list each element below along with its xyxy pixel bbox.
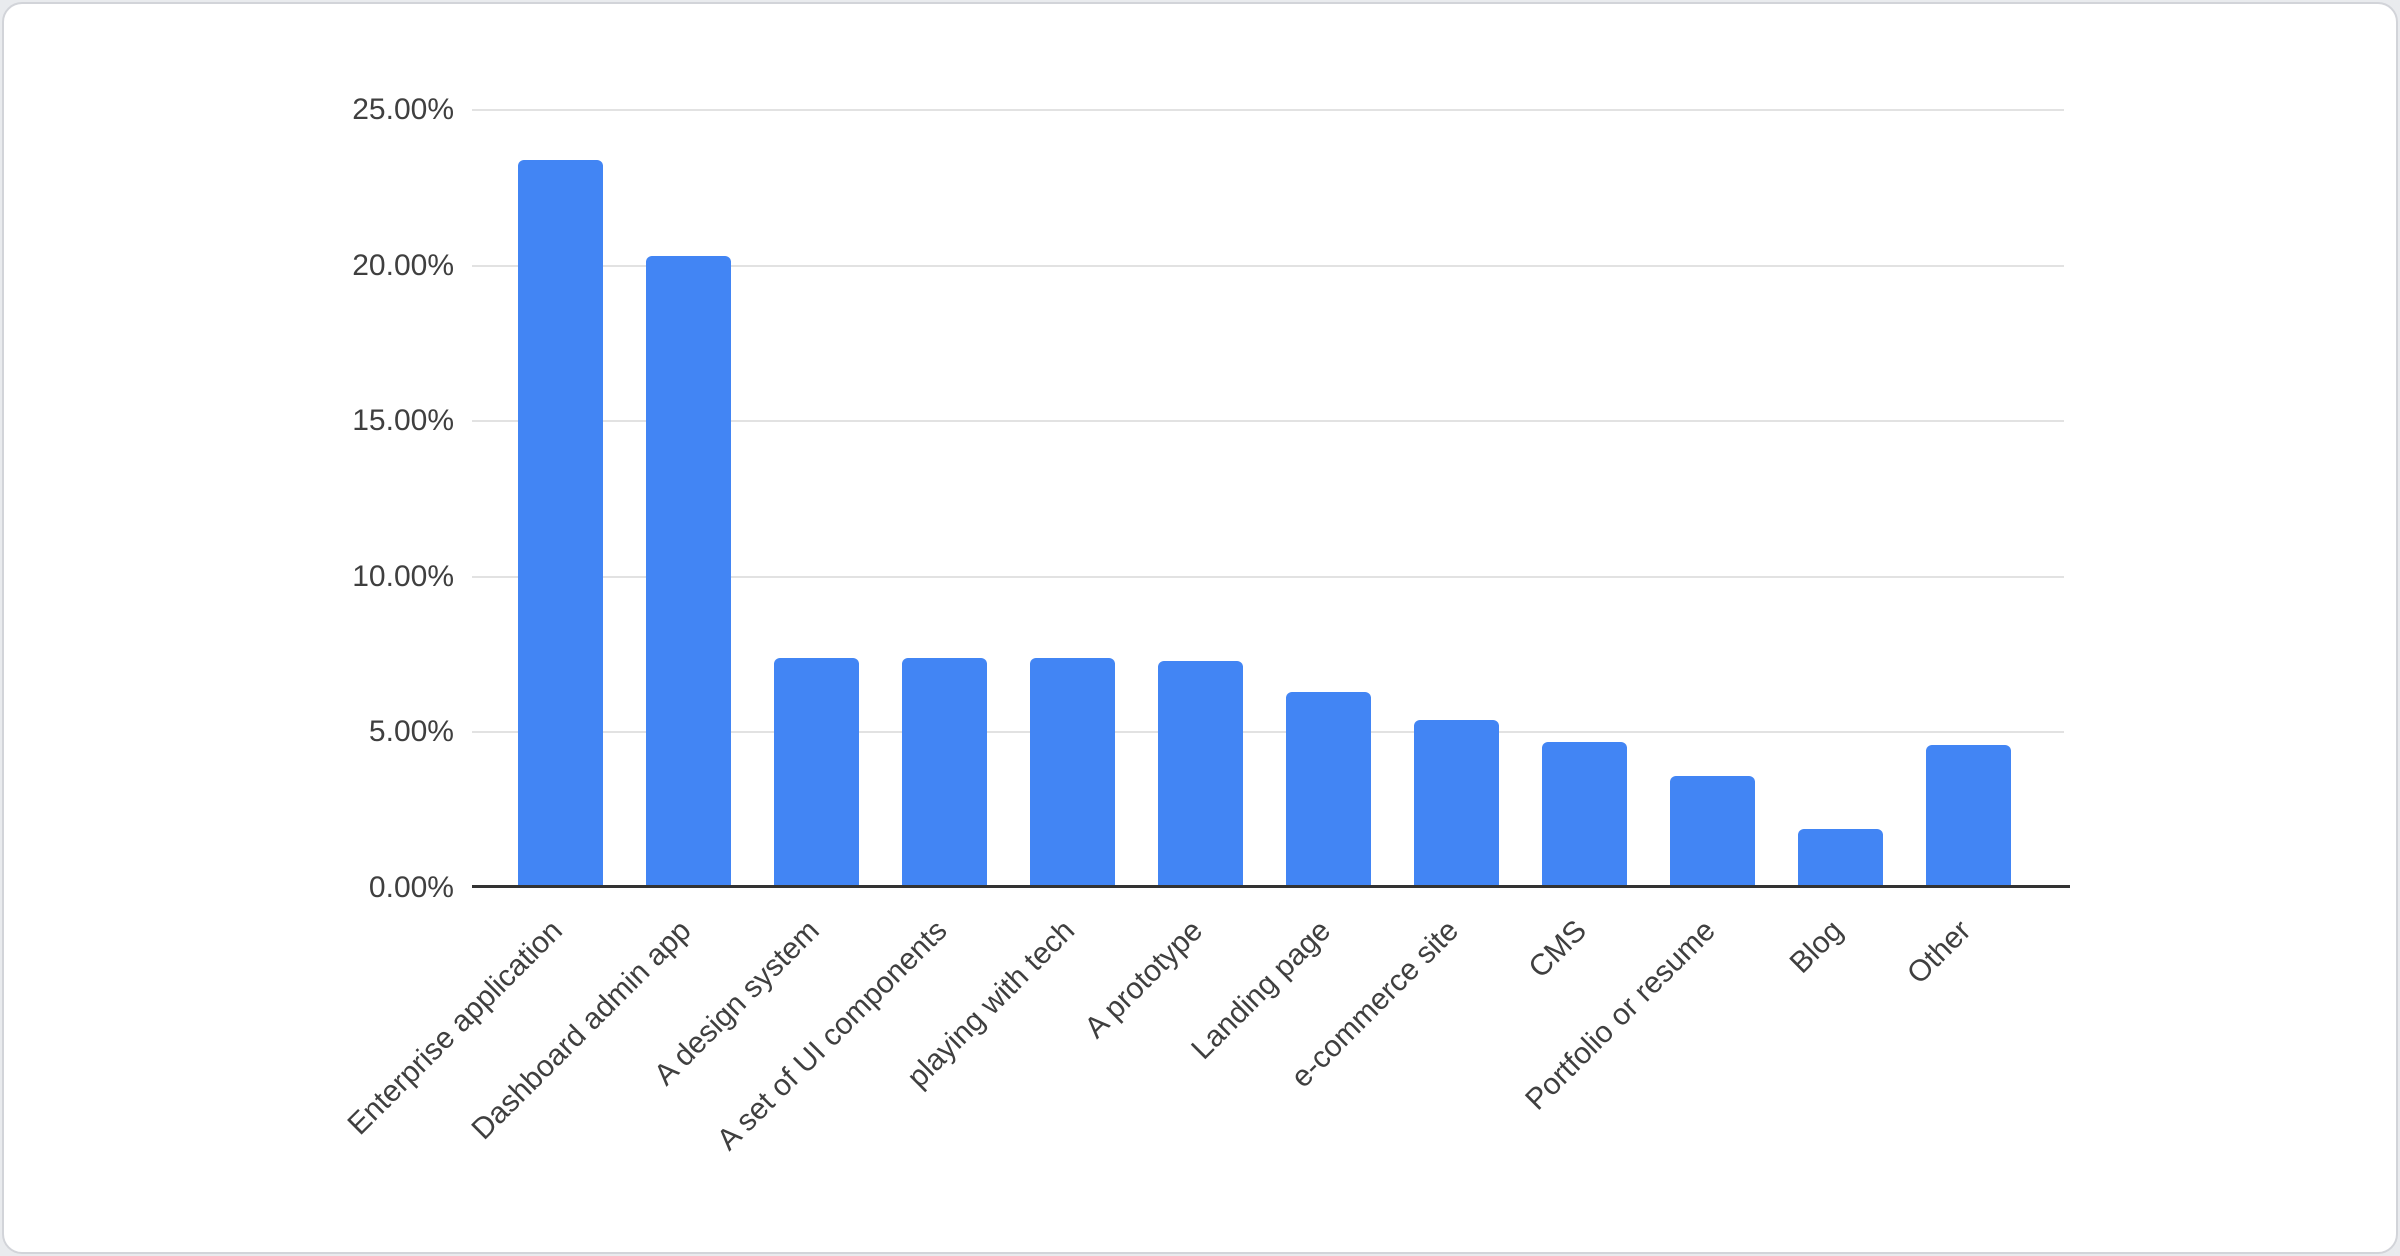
y-tick-label-15: 15.00%: [352, 404, 454, 438]
bar-portfolio-or-resume: [1669, 776, 1755, 888]
x-tick-label: A prototype: [1078, 914, 1210, 1045]
y-tick-label-10: 10.00%: [352, 559, 454, 593]
bar-slot: [1648, 110, 1776, 888]
bar-a-prototype: [1157, 661, 1243, 888]
bar-enterprise-application: [517, 160, 603, 888]
bar-slot: [1904, 110, 2032, 888]
bar-slot: [496, 110, 624, 888]
x-tick-label: CMS: [1522, 914, 1594, 985]
bar-playing-with-tech: [1029, 658, 1115, 888]
gridline-25: [472, 109, 2064, 111]
gridline-5: [472, 731, 2064, 734]
x-tick-label: Dashboard admin app: [465, 914, 698, 1147]
bar-dashboard-admin-app: [645, 256, 731, 888]
bar-cms: [1541, 742, 1627, 888]
y-tick-label-0: 0.00%: [368, 871, 454, 904]
bar-blog: [1797, 829, 1883, 888]
x-tick-label: Other: [1900, 914, 1978, 991]
plot-area: 25.00% 20.00% 15.00% 10.00% 5.00% 0.00% Enter…: [342, 93, 2070, 1157]
bar-other: [1925, 745, 2011, 888]
bar-slot: [1136, 110, 1264, 888]
bars-layer: [496, 110, 2032, 888]
bar-landing-page: [1285, 692, 1371, 888]
bar-slot: [880, 110, 1008, 888]
bar-slot: [1520, 110, 1648, 888]
bar-slot: [1392, 110, 1520, 888]
bar-a-design-system: [773, 658, 859, 888]
x-axis-line: [472, 885, 2070, 888]
gridlines-layer: [472, 109, 2064, 888]
x-tick-label: Enterprise application: [341, 914, 570, 1142]
y-axis-labels: 25.00% 20.00% 15.00% 10.00% 5.00% 0.00%: [352, 93, 2064, 904]
bar-slot: [624, 110, 752, 888]
bar-slot: [752, 110, 880, 888]
bar-slot: [1008, 110, 1136, 888]
x-tick-label: A set of UI components: [710, 914, 954, 1157]
gridline-15: [472, 420, 2064, 423]
bar-e-commerce-site: [1413, 720, 1499, 888]
x-tick-label: Blog: [1783, 914, 1850, 980]
y-tick-label-5: 5.00%: [368, 715, 454, 749]
bar-slot: [1264, 110, 1392, 888]
y-tick-label-20: 20.00%: [352, 248, 454, 282]
y-tick-label-25: 25.00%: [352, 93, 454, 126]
bar-slot: [1776, 110, 1904, 888]
bar-a-set-of-ui-components: [901, 658, 987, 888]
gridline-10: [472, 575, 2064, 578]
gridline-20: [472, 264, 2064, 267]
